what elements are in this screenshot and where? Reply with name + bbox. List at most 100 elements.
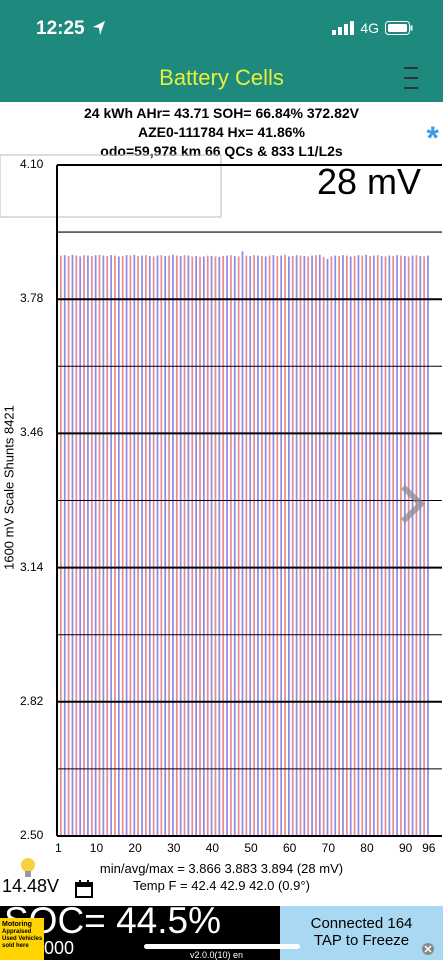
cell-bar xyxy=(373,255,375,836)
cell-bar xyxy=(172,254,174,836)
cell-bar xyxy=(334,255,337,836)
chevron-right-icon[interactable] xyxy=(399,483,427,525)
cell-bar xyxy=(392,256,395,836)
cell-bar xyxy=(137,256,140,836)
x-tick-label: 30 xyxy=(167,841,181,855)
logo-line-4: sold here xyxy=(2,943,29,949)
cell-bar xyxy=(133,254,136,836)
cell-bar xyxy=(423,256,426,836)
summary-line-1: 24 kWh AHr= 43.71 SOH= 66.84% 372.82V xyxy=(84,105,359,121)
cell-bar xyxy=(272,255,275,837)
soc-sub-value: 000 xyxy=(44,938,75,958)
x-tick-label: 96 xyxy=(422,841,436,855)
cell-bar xyxy=(218,256,221,837)
cell-bar xyxy=(326,258,329,836)
nav-bar: Battery Cells xyxy=(0,58,443,102)
soc-panel[interactable]: SOC= 44.5% 000 xyxy=(0,906,280,960)
x-tick-label: 90 xyxy=(398,841,413,855)
cell-bar xyxy=(245,255,248,836)
cell-bar xyxy=(299,255,302,836)
x-tick-label: 20 xyxy=(128,841,142,855)
cell-bar xyxy=(353,256,356,836)
cell-bar xyxy=(129,255,132,836)
cell-bar xyxy=(349,256,352,836)
aux-voltage: 14.48V xyxy=(2,876,60,896)
settings-star-icon[interactable]: * xyxy=(426,120,439,156)
cell-bar xyxy=(79,256,82,836)
cell-bar xyxy=(226,255,228,836)
cell-bar xyxy=(117,256,120,836)
cell-bar xyxy=(183,255,186,837)
cell-bar xyxy=(110,255,112,837)
cell-bar xyxy=(388,255,391,836)
cell-bar xyxy=(83,255,85,837)
cell-bar xyxy=(206,255,209,836)
page-title: Battery Cells xyxy=(159,65,284,90)
cell-bar xyxy=(121,256,124,836)
cell-bar xyxy=(264,256,267,836)
y-tick-label: 3.14 xyxy=(20,559,44,574)
cell-bar xyxy=(411,255,414,836)
connected-label: Connected 164 xyxy=(310,915,413,932)
cell-bar xyxy=(338,256,340,836)
cell-bar xyxy=(71,254,74,836)
cell-bar xyxy=(303,256,306,836)
cell-bar xyxy=(284,254,286,836)
x-tick-label: 10 xyxy=(89,841,104,855)
status-bar: 12:25 4G xyxy=(0,0,443,58)
cell-bar xyxy=(257,255,259,836)
cell-voltage-chart[interactable] xyxy=(0,150,443,866)
cell-bar xyxy=(94,255,97,837)
cell-bar xyxy=(87,255,89,836)
cell-bar xyxy=(249,256,252,836)
x-tick-label: 40 xyxy=(205,841,220,855)
cell-bar xyxy=(342,255,344,837)
cell-bar xyxy=(345,255,348,836)
logo-line-3: Used Vehicles xyxy=(2,936,43,942)
cell-bar xyxy=(415,255,418,837)
summary-header: 24 kWh AHr= 43.71 SOH= 66.84% 372.82V AZ… xyxy=(0,102,443,160)
version-label: v2.0.0(10) en xyxy=(190,950,244,960)
logo-line-2: Appraised xyxy=(2,929,32,935)
cell-bar xyxy=(164,256,167,836)
cell-bar xyxy=(168,255,170,836)
freeze-label: TAP to Freeze xyxy=(313,932,410,949)
cell-bar xyxy=(419,256,422,836)
freeze-button[interactable]: Connected 164 TAP to Freeze xyxy=(280,906,443,960)
close-circle-icon[interactable] xyxy=(421,942,435,956)
cell-bar xyxy=(403,256,406,836)
legend-box xyxy=(0,154,222,218)
cell-bar xyxy=(311,255,313,836)
cell-bar xyxy=(60,255,62,836)
cell-bar xyxy=(67,256,70,836)
cell-bar xyxy=(307,256,310,836)
home-indicator[interactable] xyxy=(144,944,300,949)
cell-bar xyxy=(187,255,190,836)
y-tick-label: 2.50 xyxy=(20,828,44,842)
x-tick-label: 1 xyxy=(55,841,62,855)
network-label: 4G xyxy=(360,20,379,36)
cell-bar xyxy=(148,256,151,836)
y-tick-label: 3.78 xyxy=(20,291,44,306)
cell-bar xyxy=(280,255,283,836)
dealer-logo: Motoring Appraised Used Vehicles sold he… xyxy=(0,918,44,960)
cell-bar xyxy=(75,255,78,836)
cell-bar xyxy=(260,256,263,836)
cell-bar xyxy=(361,255,364,836)
cell-bar xyxy=(114,255,116,836)
cell-bar xyxy=(222,256,225,836)
cell-bar xyxy=(268,255,271,836)
cell-bar xyxy=(214,256,217,836)
x-tick-label: 70 xyxy=(321,841,336,855)
lightbulb-icon[interactable] xyxy=(19,857,37,879)
cell-bar xyxy=(63,255,66,837)
cell-bar xyxy=(322,256,325,837)
cell-bar xyxy=(191,256,194,836)
cell-bar xyxy=(357,255,360,837)
y-tick-label: 4.10 xyxy=(20,157,44,171)
cell-bar xyxy=(106,256,109,836)
calendar-icon[interactable] xyxy=(74,879,94,899)
menu-icon[interactable] xyxy=(401,64,421,92)
cell-bar xyxy=(179,256,182,836)
min-avg-max-text: min/avg/max = 3.866 3.883 3.894 (28 mV) xyxy=(99,861,344,876)
